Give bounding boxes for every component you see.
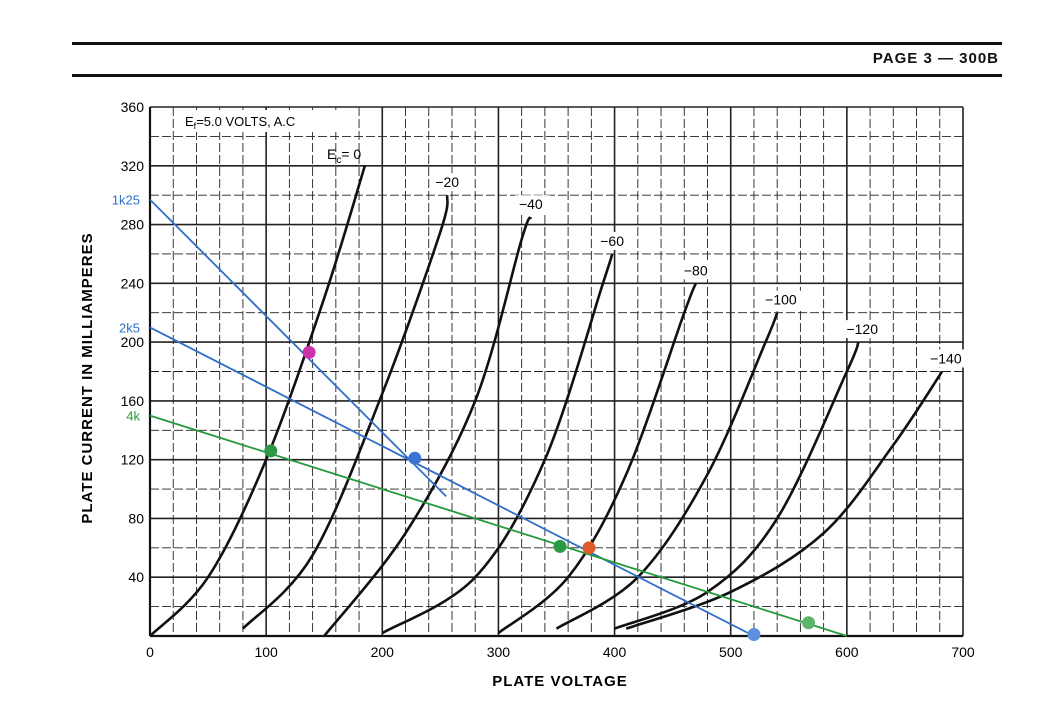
plate-curve <box>625 370 944 630</box>
x-axis-label: PLATE VOLTAGE <box>492 673 628 690</box>
load-line-label: 2k5 <box>119 320 140 335</box>
load-line <box>149 198 447 498</box>
header-rule-top <box>72 42 1002 45</box>
y-tick-label: 320 <box>121 158 145 174</box>
curve-label-bg <box>761 290 806 309</box>
plate-curve <box>381 253 614 635</box>
header-rule-bottom <box>72 74 1002 77</box>
operating-point <box>582 541 596 555</box>
y-tick-label: 280 <box>121 217 145 233</box>
x-tick-label: 400 <box>603 644 627 660</box>
plate-curve <box>497 282 698 635</box>
operating-point <box>264 444 278 458</box>
plate-curve <box>614 341 860 630</box>
x-tick-label: 0 <box>146 644 154 660</box>
filament-note-box <box>174 110 352 132</box>
plate-curve <box>555 312 779 630</box>
x-tick-label: 500 <box>719 644 743 660</box>
operating-point <box>408 451 422 465</box>
operating-point <box>802 616 816 630</box>
curve-label-bg <box>842 320 887 339</box>
curve-label-bg <box>926 349 971 368</box>
y-tick-label: 80 <box>128 510 144 526</box>
page-header: PAGE 3 — 300B <box>872 50 999 67</box>
plate-curve <box>323 216 533 637</box>
load-line-label: 4k <box>126 409 140 424</box>
y-tick-label: 120 <box>121 452 145 468</box>
y-tick-label: 160 <box>121 393 145 409</box>
plate-curve <box>241 194 449 630</box>
operating-point <box>553 539 567 553</box>
x-tick-label: 300 <box>487 644 511 660</box>
y-tick-label: 360 <box>121 99 145 115</box>
operating-point <box>747 628 761 642</box>
operating-points <box>264 345 816 642</box>
curve-label: −20 <box>435 174 459 190</box>
filament-note: Ef=5.0 VOLTS, A.C <box>185 114 295 131</box>
curve-label: −100 <box>765 292 797 308</box>
x-tick-label: 700 <box>951 644 975 660</box>
curve-label-bg <box>431 173 467 192</box>
y-tick-label: 40 <box>128 569 144 585</box>
y-axis-label: PLATE CURRENT IN MILLIAMPERES <box>79 232 96 523</box>
curve-label-bg <box>514 195 550 214</box>
load-line <box>149 326 755 637</box>
load-line-label: 1k25 <box>112 193 140 208</box>
grid <box>148 106 964 638</box>
plate-curves <box>149 165 944 637</box>
curve-label: −40 <box>519 196 543 212</box>
x-tick-label: 600 <box>835 644 859 660</box>
chart-labels: 0 100 200 300 400 500 600 700 40 80 120 160 200 240 28… <box>112 99 975 660</box>
operating-point <box>302 345 316 359</box>
curve-label: −60 <box>600 233 624 249</box>
x-tick-label: 200 <box>371 644 395 660</box>
grid-voltage-label: Ec= 0 <box>327 146 361 166</box>
curve-label: −140 <box>930 351 962 367</box>
curve-label-bg <box>596 231 632 250</box>
curve-label: −80 <box>684 262 708 278</box>
y-tick-label: 240 <box>121 275 145 291</box>
curve-label: −120 <box>846 321 878 337</box>
curve-label-bg <box>679 261 715 280</box>
y-tick-label: 200 <box>121 334 145 350</box>
x-tick-label: 100 <box>254 644 278 660</box>
